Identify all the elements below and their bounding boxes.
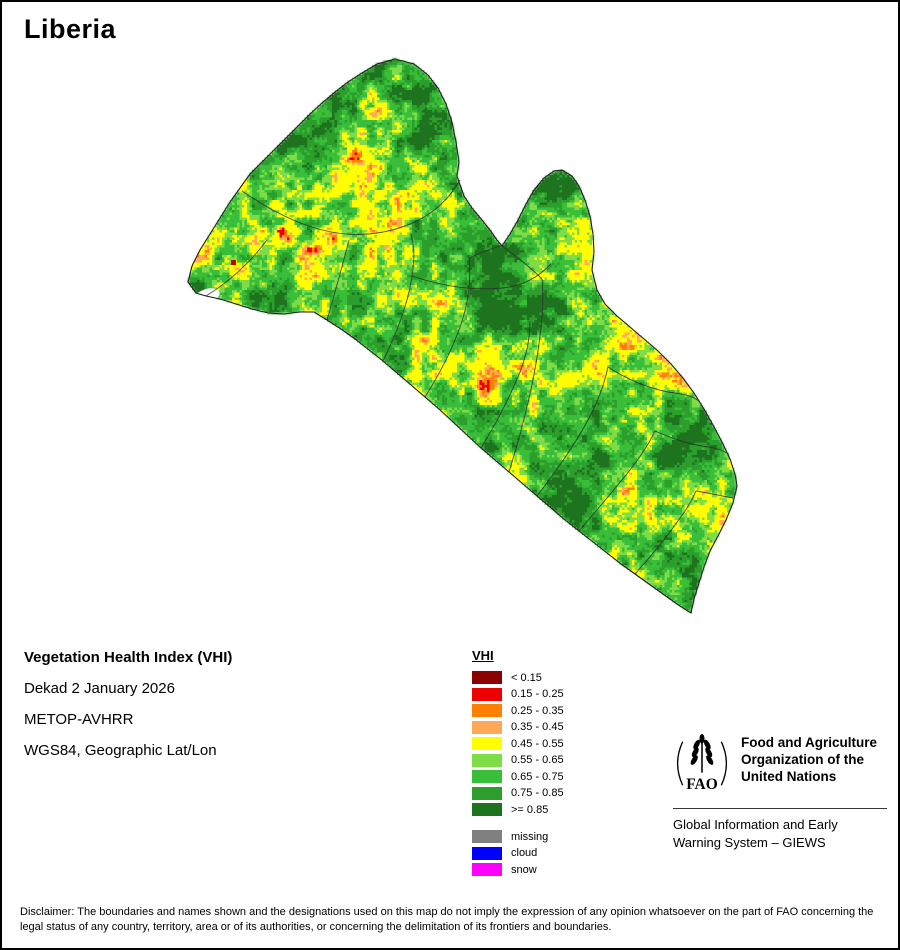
legend-item: cloud bbox=[472, 846, 564, 860]
legend-label: >= 0.85 bbox=[511, 803, 549, 816]
fao-logo-text: FAO bbox=[686, 776, 717, 793]
giews-line: Warning System – GIEWS bbox=[673, 835, 826, 850]
legend-swatch bbox=[472, 704, 502, 717]
giews-label: Global Information and Early Warning Sys… bbox=[673, 816, 838, 852]
legend-swatch bbox=[472, 753, 502, 767]
legend-label: 0.15 - 0.25 bbox=[511, 688, 564, 700]
map-subtitle: Vegetation Health Index (VHI) bbox=[24, 649, 233, 666]
legend-label: 0.55 - 0.65 bbox=[511, 754, 564, 766]
legend-item: 0.75 - 0.85 bbox=[472, 786, 564, 800]
legend-title: VHI bbox=[472, 648, 494, 663]
legend-item: < 0.15 bbox=[472, 671, 564, 684]
legend-label: snow bbox=[511, 863, 537, 876]
legend-item: 0.25 - 0.35 bbox=[472, 704, 564, 717]
fao-attribution: FAO Food and Agriculture Organization of… bbox=[673, 730, 877, 796]
page-title: Liberia bbox=[24, 14, 117, 44]
legend-item: 0.15 - 0.25 bbox=[472, 687, 564, 701]
vhi-legend: VHI < 0.15 0.15 - 0.25 0.25 - 0.35 0.35 … bbox=[472, 648, 564, 880]
legend-label: < 0.15 bbox=[511, 671, 542, 684]
fao-divider-line bbox=[673, 808, 887, 809]
legend-label: cloud bbox=[511, 847, 538, 859]
map-dekad: Dekad 2 January 2026 bbox=[24, 680, 175, 697]
legend-item: 0.45 - 0.55 bbox=[472, 737, 564, 750]
giews-line: Global Information and Early bbox=[673, 817, 838, 832]
legend-label: 0.65 - 0.75 bbox=[511, 770, 564, 783]
county-boundaries bbox=[205, 179, 734, 575]
disclaimer-text: Disclaimer: The boundaries and names sho… bbox=[20, 906, 874, 933]
legend-item: >= 0.85 bbox=[472, 803, 564, 816]
legend-swatch bbox=[472, 720, 502, 734]
map-sensor: METOP-AVHRR bbox=[24, 711, 134, 728]
legend-swatch bbox=[472, 830, 502, 843]
legend-swatch bbox=[472, 846, 502, 860]
country-outline bbox=[187, 58, 738, 614]
legend-swatch bbox=[472, 803, 502, 816]
map-info-block: Vegetation Health Index (VHI) Dekad 2 Ja… bbox=[24, 649, 232, 773]
vhi-raster-canvas bbox=[172, 50, 747, 635]
legend-swatch bbox=[472, 687, 502, 701]
stress-dot bbox=[231, 260, 236, 265]
legend-label: 0.45 - 0.55 bbox=[511, 737, 564, 750]
legend-swatch bbox=[472, 671, 502, 684]
legend-item: missing bbox=[472, 830, 564, 843]
legend-item: 0.65 - 0.75 bbox=[472, 770, 564, 783]
legend-swatch bbox=[472, 770, 502, 783]
map-projection: WGS84, Geographic Lat/Lon bbox=[24, 742, 217, 759]
wheat-ear-icon bbox=[690, 734, 714, 765]
map-liberia bbox=[172, 50, 747, 635]
legend-item: snow bbox=[472, 863, 564, 876]
legend-item: 0.35 - 0.45 bbox=[472, 720, 564, 734]
fao-org-line: Organization of the bbox=[741, 752, 864, 767]
fao-org-name: Food and Agriculture Organization of the… bbox=[741, 730, 877, 796]
legend-item: 0.55 - 0.65 bbox=[472, 753, 564, 767]
legend-label: 0.25 - 0.35 bbox=[511, 704, 564, 717]
fao-org-line: Food and Agriculture bbox=[741, 735, 877, 750]
legend-swatch bbox=[472, 863, 502, 876]
legend-label: 0.75 - 0.85 bbox=[511, 787, 564, 799]
map-boundaries-overlay bbox=[187, 58, 738, 614]
fao-org-line: United Nations bbox=[741, 769, 837, 784]
legend-extra-group: missing cloud snow bbox=[472, 830, 564, 876]
legend-label: 0.35 - 0.45 bbox=[511, 721, 564, 733]
legend-swatch bbox=[472, 737, 502, 750]
lake-spot bbox=[463, 491, 475, 501]
legend-swatch bbox=[472, 786, 502, 800]
legend-label: missing bbox=[511, 830, 549, 843]
fao-logo-icon: FAO bbox=[676, 734, 728, 793]
